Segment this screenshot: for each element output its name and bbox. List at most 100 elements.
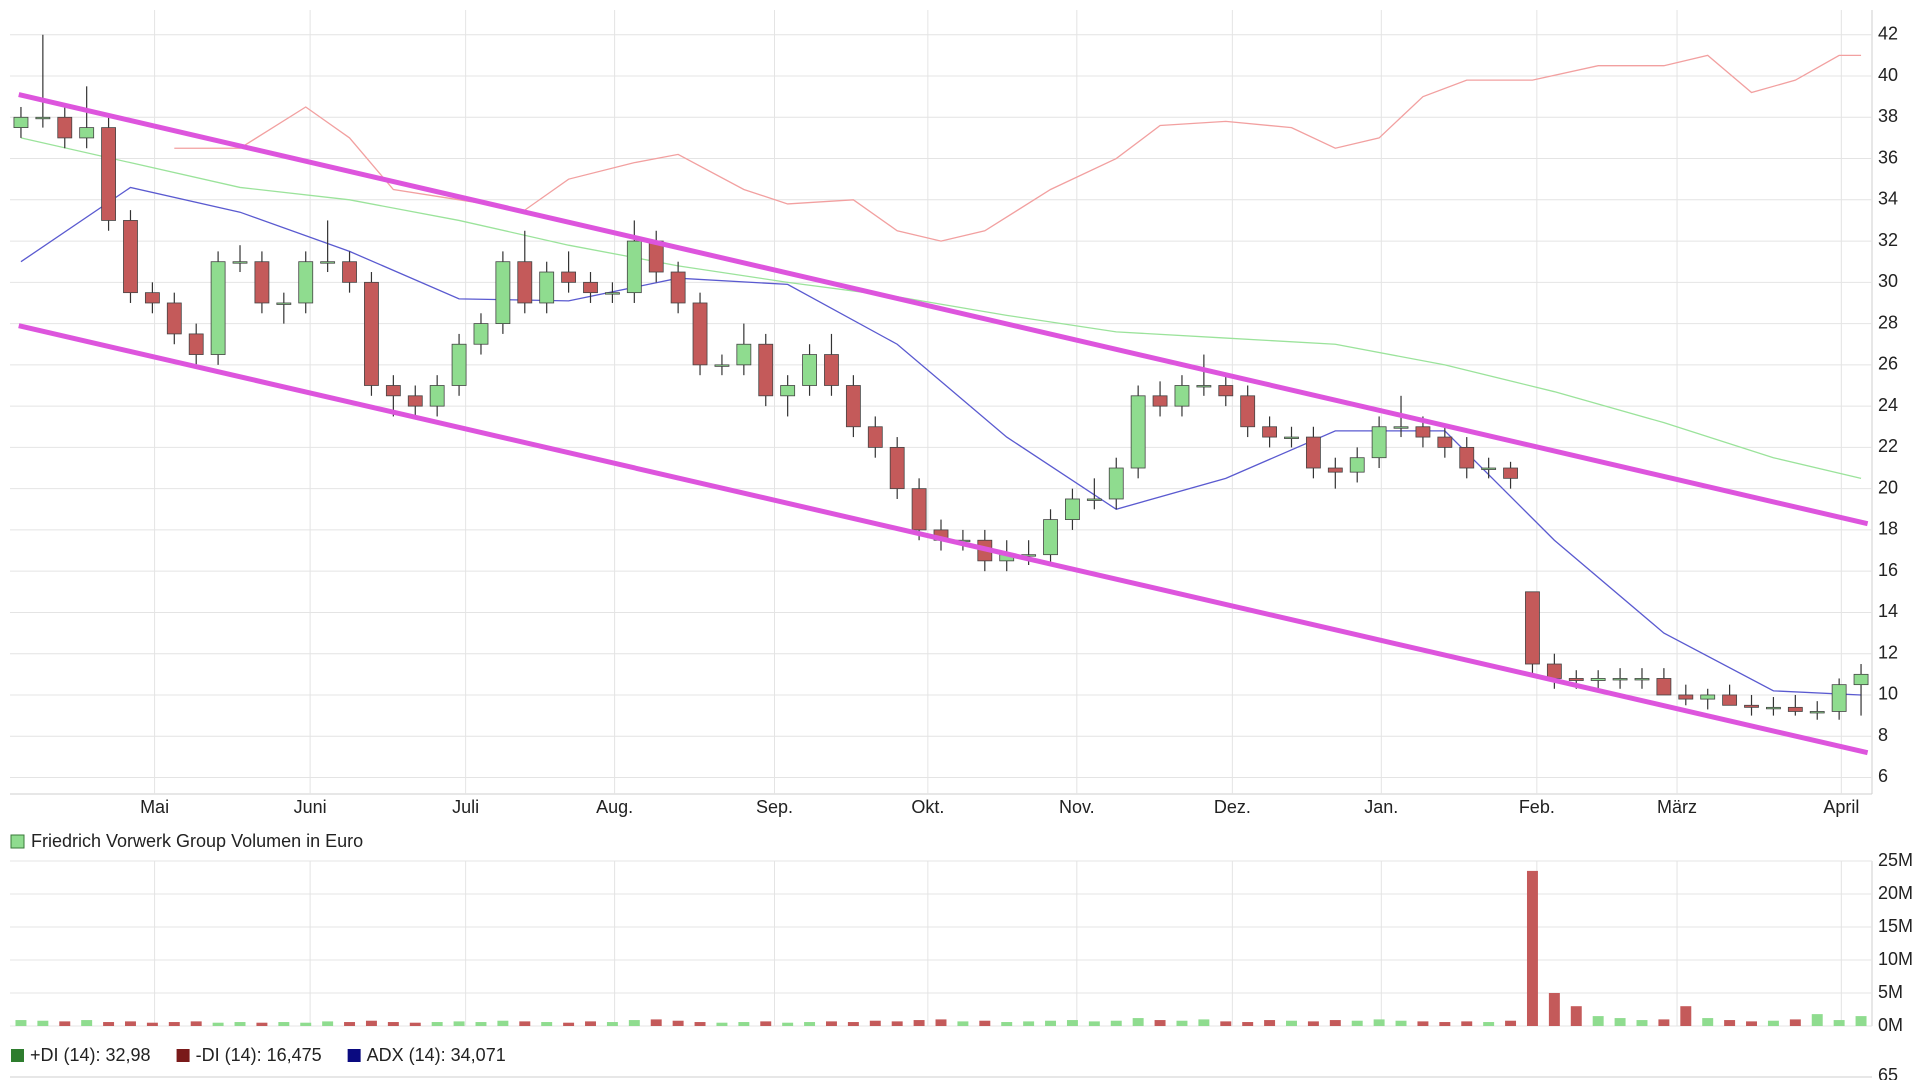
y-tick-label: 36 — [1878, 147, 1898, 167]
candle-body — [298, 261, 314, 304]
y-tick-label: 30 — [1878, 271, 1898, 291]
volume-bar — [1592, 1016, 1604, 1026]
indicator-line — [20, 137, 1862, 479]
volume-bar — [563, 1022, 575, 1026]
x-tick-label: Sep. — [756, 797, 793, 817]
volume-bar — [234, 1022, 246, 1026]
volume-bar — [1505, 1020, 1517, 1026]
volume-bar — [190, 1021, 202, 1026]
candle-body — [1108, 467, 1124, 500]
volume-bar — [1001, 1022, 1013, 1026]
volume-bar — [1329, 1020, 1341, 1026]
y-tick-label: 10 — [1878, 684, 1898, 704]
candle-body — [561, 271, 577, 283]
candle-body — [1218, 385, 1234, 397]
x-tick-label: März — [1657, 797, 1697, 817]
volume-bar — [1242, 1022, 1254, 1026]
candle-body — [1831, 684, 1847, 712]
volume-bar — [1066, 1020, 1078, 1026]
x-tick-label: Nov. — [1059, 797, 1095, 817]
x-tick-label: April — [1823, 797, 1859, 817]
candle-body — [320, 261, 336, 264]
legend-swatch — [347, 1049, 361, 1062]
candle-body — [1086, 498, 1102, 501]
candle-body — [1525, 591, 1540, 665]
candle-body — [1349, 457, 1365, 473]
volume-bar — [344, 1022, 356, 1026]
volume-bar — [1746, 1021, 1757, 1026]
volume-bar — [891, 1021, 903, 1026]
y-tick-label: 6 — [1878, 766, 1888, 786]
legend-label: +DI (14): 32,98 — [30, 1045, 151, 1065]
volume-bar — [497, 1020, 509, 1026]
y-tick-label: 42 — [1878, 24, 1898, 44]
candle-body — [473, 323, 489, 345]
candle-body — [342, 261, 357, 283]
volume-bar — [1811, 1014, 1823, 1026]
candle-body — [1371, 426, 1387, 459]
legend-swatch — [10, 834, 25, 849]
x-tick-label: Mai — [140, 797, 169, 817]
candle-body — [1240, 395, 1256, 428]
volume-bar — [804, 1022, 816, 1026]
volume-bar — [1154, 1020, 1166, 1026]
y-tick-label: 26 — [1878, 354, 1898, 374]
volume-bar — [1614, 1018, 1626, 1026]
candle-body — [802, 354, 817, 386]
volume-bar — [1373, 1019, 1385, 1026]
candle-body — [889, 446, 905, 490]
candle-body — [364, 281, 379, 386]
volume-bar — [1439, 1022, 1451, 1026]
candle-body — [210, 261, 226, 355]
volume-bar — [81, 1020, 93, 1026]
candle-body — [166, 302, 182, 335]
y-tick-label: 20 — [1878, 477, 1898, 497]
volume-bar — [738, 1022, 750, 1026]
volume-bar — [935, 1019, 947, 1026]
y-tick-label: 12 — [1878, 642, 1898, 662]
volume-bar — [300, 1022, 312, 1026]
volume-bar — [1088, 1021, 1100, 1026]
candle-body — [385, 385, 401, 397]
candle-body — [1678, 694, 1694, 700]
candle-body — [1744, 704, 1759, 708]
candle-body — [254, 261, 270, 304]
y-tick-label: 10M — [1878, 949, 1913, 969]
y-tick-label: 25M — [1878, 850, 1913, 870]
candle-body — [1766, 706, 1781, 710]
volume-bar — [365, 1020, 377, 1026]
candle-body — [1174, 385, 1190, 407]
candle-body — [1305, 436, 1321, 469]
candle-body — [692, 302, 708, 366]
y-tick-label: 5M — [1878, 982, 1903, 1002]
candle-body — [1459, 446, 1475, 469]
candle-body — [188, 333, 204, 355]
candle-body — [101, 127, 116, 221]
candle-body — [911, 488, 927, 531]
trend-line — [18, 323, 1869, 756]
volume-bar — [322, 1021, 334, 1026]
candle-body — [123, 220, 138, 294]
volume-bar — [1351, 1020, 1363, 1026]
y-tick-label: 34 — [1878, 189, 1898, 209]
indicator-line — [174, 54, 1862, 242]
volume-bar — [1789, 1019, 1801, 1026]
volume-bar — [847, 1022, 859, 1026]
x-tick-label: Dez. — [1214, 797, 1251, 817]
volume-bar — [37, 1020, 49, 1026]
volume-bar — [103, 1022, 115, 1026]
volume-bar — [1833, 1020, 1845, 1026]
x-tick-label: Juni — [294, 797, 327, 817]
candle-body — [1568, 678, 1584, 681]
volume-bar — [212, 1022, 224, 1026]
volume-bar — [1132, 1018, 1144, 1026]
volume-bar — [1417, 1021, 1429, 1026]
candle-body — [1284, 436, 1299, 439]
volume-bar — [1570, 1006, 1582, 1026]
volume-bar — [1220, 1021, 1232, 1026]
candle-body — [605, 292, 620, 295]
y-tick-label: 28 — [1878, 312, 1898, 332]
candle-body — [1437, 436, 1453, 448]
volume-bar — [1680, 1006, 1692, 1026]
candle-body — [1656, 678, 1672, 696]
